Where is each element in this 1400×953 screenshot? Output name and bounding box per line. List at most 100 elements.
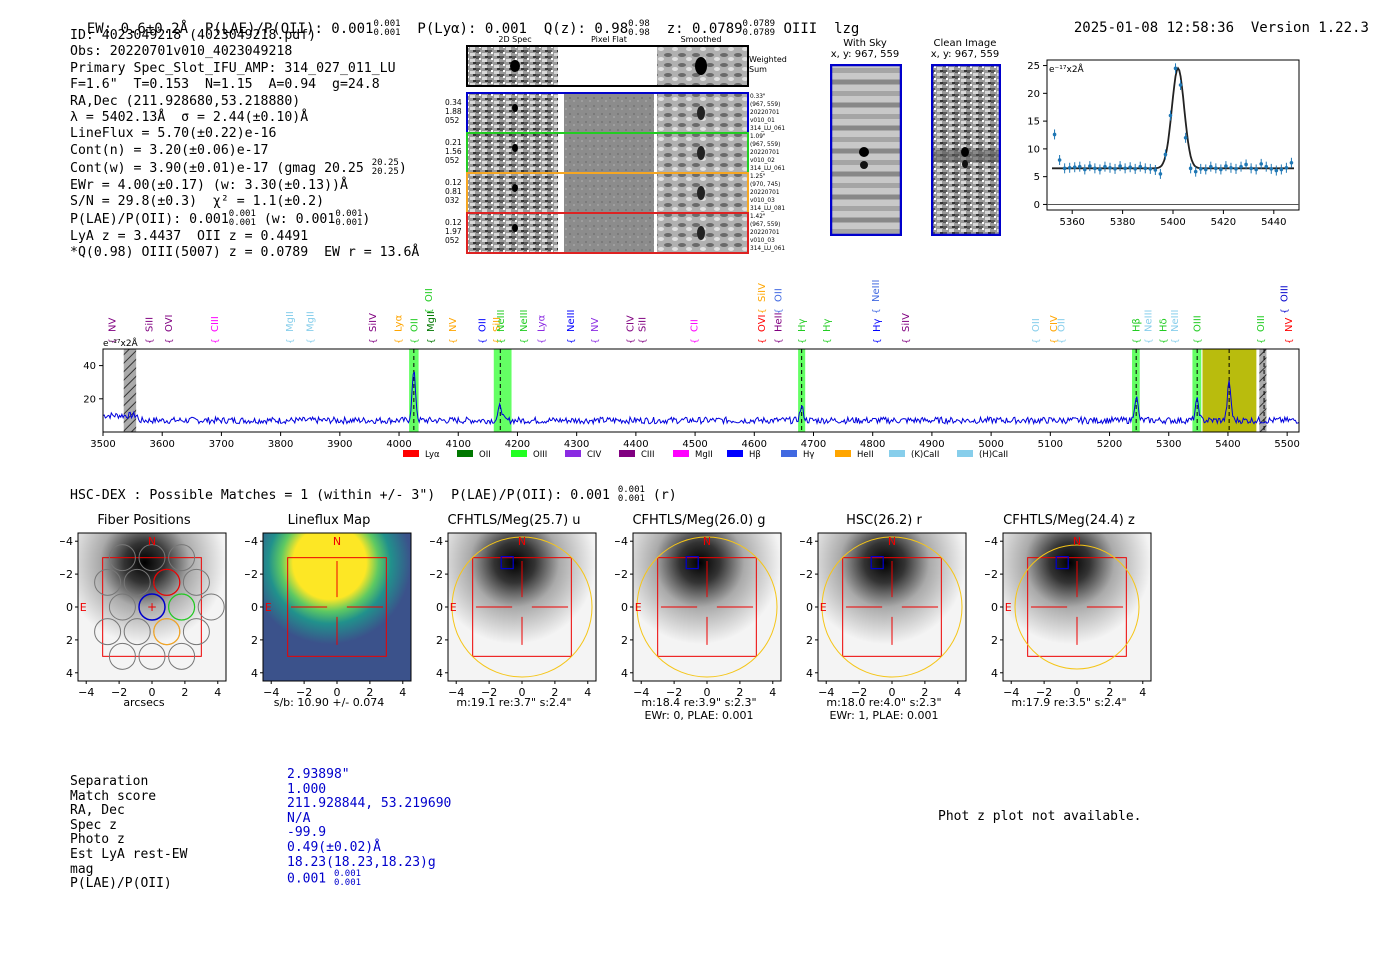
panel-xtick-label: 4 — [769, 686, 776, 699]
zoom-data-point — [1072, 165, 1077, 170]
match-value: -99.9 — [287, 825, 327, 841]
panel-xtick-label: 0 — [1074, 686, 1081, 699]
sky-stripe — [830, 102, 902, 108]
panel-xtick-label: 2 — [736, 686, 743, 699]
clean-image — [931, 64, 1001, 236]
match-value: 2.93898" — [287, 767, 350, 782]
spectrum-plot-frame — [102, 348, 1300, 433]
match-value: N/A — [287, 810, 311, 826]
panel-source-blob — [1003, 533, 1151, 681]
panel-search-circle — [636, 536, 778, 678]
zoom-data-point — [1062, 166, 1067, 171]
sky-stripe — [830, 194, 902, 200]
spectrum-legend-swatch — [673, 450, 689, 457]
cutout-row-right-label: 314_LU_061 — [750, 126, 785, 132]
sky-stripe — [830, 91, 902, 96]
cutout-row-left-label: 0.34 — [445, 98, 462, 107]
panel-xtick-label: −2 — [481, 686, 497, 699]
match-value: 0.001 0.001 0.001 — [287, 869, 362, 889]
spectrum-line-bracket: { — [369, 338, 379, 344]
spectrum-legend-label: CIV — [587, 450, 601, 460]
panel-xtick-label: 0 — [704, 686, 711, 699]
cutout-row-right-label: (970, 745) — [750, 182, 780, 188]
zoom-data-point — [1052, 132, 1057, 137]
spectrum-xtick-label: 5400 — [1215, 439, 1240, 450]
spectrum-line-label: Hβ — [1132, 318, 1143, 332]
panel-xlabel: m:18.0 re:4.0" s:2.3" — [826, 696, 942, 709]
zoom-data-point — [1108, 165, 1112, 170]
panel-search-circle — [1014, 544, 1140, 670]
panel-ytick-label: −4 — [615, 535, 628, 548]
zoom-data-point — [1183, 135, 1188, 140]
spectrum-line-label: Hδ — [1158, 318, 1169, 332]
spectrum-line-bracket: { — [758, 308, 768, 314]
panel-note: EWr: 1, PLAE: 0.001 — [829, 709, 939, 722]
spectrum-line-label: OIII — [1280, 285, 1291, 302]
panel-source-blob — [818, 533, 966, 681]
panel-aperture-box — [657, 557, 757, 657]
spectrum-legend-swatch — [957, 450, 973, 457]
info-lineflux: LineFlux = 5.70(±0.22)e-16 — [70, 126, 277, 142]
match-label: Separation — [70, 774, 149, 789]
cutout-row-right-label: v010_03 — [750, 238, 775, 244]
sky-stripe — [830, 217, 902, 223]
cutout-row-left-label: 1.88 — [445, 107, 462, 116]
spectrum-legend-item: OII — [457, 450, 491, 460]
spectrum-line-label: NV — [107, 318, 118, 332]
zoom-data-point — [1128, 165, 1132, 170]
panel-aperture-box — [287, 557, 387, 657]
panel-east-label: E — [1005, 601, 1012, 614]
spectrum-masked-band — [1259, 349, 1267, 432]
spectrum-xtick-label: 4200 — [505, 439, 530, 450]
panel-east-label: E — [820, 601, 827, 614]
spectrum-line-label: Hγ — [872, 318, 883, 332]
panel-search-circle — [821, 536, 963, 678]
panel-image: N E 4 −4 2 −2 0 0 −2 2 −4 4 — [800, 532, 967, 699]
spectrum-xtick-label: 4300 — [564, 439, 589, 450]
spectrum-xtick-label: 5000 — [978, 439, 1003, 450]
spectrum-plot-bg — [103, 349, 1299, 432]
spectrum-line-bracket: { — [427, 338, 437, 344]
zoom-data-point — [1138, 164, 1143, 169]
spectrum-legend-label: (H)CaII — [979, 450, 1008, 460]
spectrum-line-label: OIII — [1193, 315, 1204, 332]
match-value: 211.928844, 53.219690 — [287, 796, 452, 812]
spectrum-xtick-label: 3900 — [327, 439, 352, 450]
cutout-row-left-label: 0.21 — [445, 138, 462, 147]
zoom-data-point — [1188, 166, 1193, 171]
panel-xtick-label: 4 — [214, 686, 221, 699]
spectrum-line-bracket: { — [286, 338, 296, 344]
panel-xlabel: m:17.9 re:3.5" s:2.4" — [1011, 696, 1127, 709]
fiber-primary — [138, 593, 166, 621]
panel-north-label: N — [1073, 535, 1081, 548]
panel-xtick-label: 4 — [399, 686, 406, 699]
panel-ytick-label: 2 — [436, 634, 443, 647]
spectrum-line-bracket: { — [425, 308, 435, 314]
spectrum-legend-item: HeII — [835, 450, 874, 460]
zoom-xtick-label: 5400 — [1160, 217, 1185, 228]
header-ew: EW: 0.6±0.2Å P(LAE)/P(OII): 0.001 0.001 0.… — [86, 19, 860, 38]
panel-xtick-label: −4 — [263, 686, 279, 699]
spectrum-line-bracket: { — [1281, 308, 1291, 314]
spectrum-line-label: MgII — [285, 311, 296, 332]
spectrum-xtick-label: 5300 — [1156, 439, 1181, 450]
fiber-circle — [182, 618, 210, 646]
spectrum-legend-item: Lyα — [403, 450, 440, 460]
spectrum-legend-swatch — [619, 450, 635, 457]
zoom-data-point — [1113, 167, 1117, 171]
zoom-ytick-label: 5 — [1034, 172, 1040, 183]
info-sn: S/N = 29.8(±0.3) χ² = 1.1(±0.2) — [70, 194, 325, 210]
sky-stripe — [830, 114, 902, 119]
panel-ytick-label: 0 — [251, 601, 258, 614]
match-label: Match score — [70, 788, 157, 804]
panel-xtick-label: 2 — [921, 686, 928, 699]
panel-xtick-label: 0 — [519, 686, 526, 699]
panel-aperture-box — [1027, 557, 1127, 657]
panel-xtick-label: −2 — [1036, 686, 1052, 699]
spectrum-line-label: OIII — [1256, 315, 1267, 332]
spectrum-xtick-label: 3500 — [90, 439, 115, 450]
panel-image: N E 4 −4 2 −2 0 0 −2 2 −4 4 — [985, 532, 1152, 699]
info-slot: Primary Spec_Slot_IFU_AMP: 314_027_011_L… — [70, 60, 396, 76]
detection-info: ID: 4023049218 (4023049218.pdf) Obs: 2022… — [70, 28, 419, 262]
